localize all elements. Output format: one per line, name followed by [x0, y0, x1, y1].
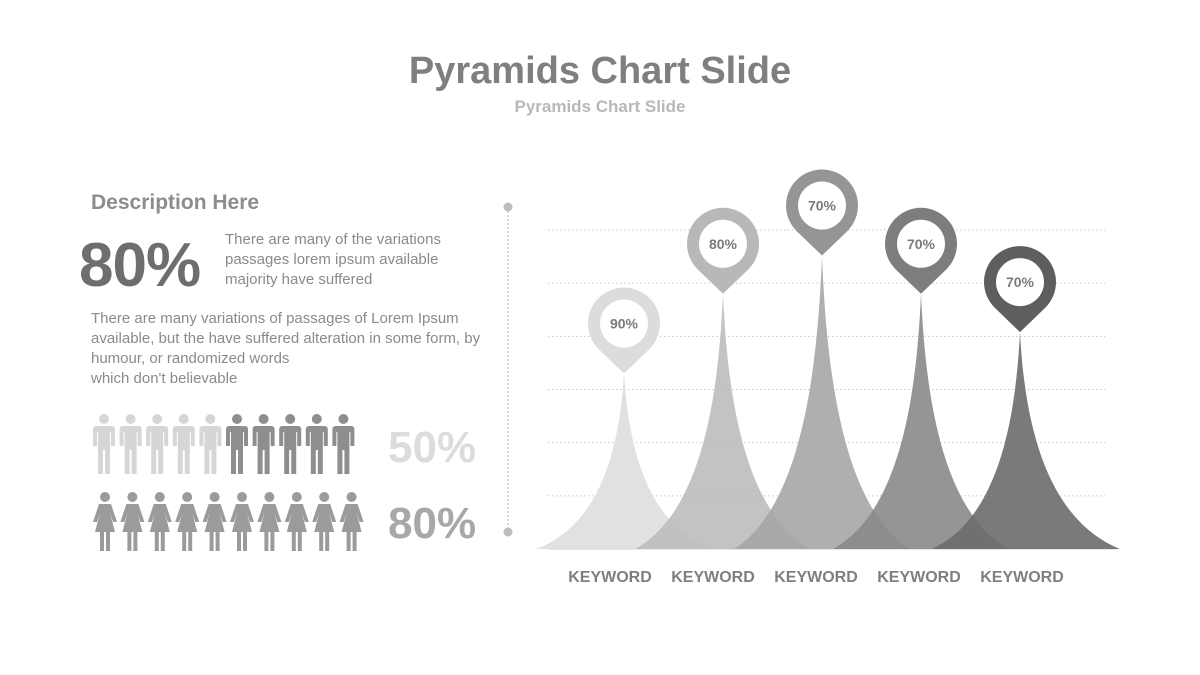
description-paragraph-1: There are many of the variations passage…: [225, 231, 441, 288]
value-marker: 70%: [884, 207, 957, 294]
category-label: KEYWORD: [877, 569, 961, 586]
description-paragraph-2: There are many variations of passages of…: [91, 310, 481, 387]
value-marker: 90%: [587, 287, 660, 374]
woman-icon: [339, 492, 364, 551]
woman-icon: [312, 492, 337, 551]
man-icon: [252, 414, 275, 474]
category-label: KEYWORD: [568, 569, 652, 586]
woman-icon: [230, 492, 254, 551]
woman-icon: [284, 492, 309, 551]
category-label: KEYWORD: [671, 569, 755, 586]
category-label: KEYWORD: [980, 569, 1064, 586]
pyramid-peak: [734, 255, 910, 549]
woman-icon: [120, 492, 145, 551]
pyramid-peak: [635, 293, 811, 549]
women-icon-row: [93, 492, 364, 551]
data-label: 80%: [709, 236, 738, 252]
pin-center: [897, 219, 945, 268]
pyramid-peak: [932, 332, 1120, 549]
divider-dot: [503, 202, 513, 212]
woman-icon: [147, 492, 172, 551]
pyramid-peak: [833, 293, 1009, 549]
big-percentage: 80%: [79, 231, 201, 300]
data-label: 70%: [808, 198, 837, 214]
data-label: 90%: [610, 316, 639, 332]
woman-icon: [257, 492, 282, 551]
slide-title: Pyramids Chart Slide: [408, 50, 792, 92]
pin-center: [996, 258, 1044, 307]
value-marker: 80%: [686, 207, 759, 294]
men-percentage: 50%: [388, 423, 477, 472]
value-marker: 70%: [785, 169, 858, 256]
man-icon: [146, 414, 169, 474]
man-icon: [199, 414, 222, 474]
slide-subtitle: Pyramids Chart Slide: [514, 97, 686, 116]
category-label: KEYWORD: [774, 569, 858, 586]
value-marker: 70%: [983, 246, 1056, 333]
men-icon-row: [93, 414, 355, 474]
man-icon: [119, 414, 142, 474]
pyramid-peak: [536, 373, 712, 549]
man-icon: [172, 414, 195, 474]
data-label: 70%: [1006, 274, 1035, 290]
women-percentage: 80%: [388, 499, 477, 548]
description-heading: Description Here: [91, 191, 260, 214]
woman-icon: [175, 492, 200, 551]
man-icon: [93, 414, 115, 474]
woman-icon: [93, 492, 117, 551]
man-icon: [305, 414, 328, 474]
pin-center: [798, 181, 846, 230]
divider-dot: [503, 527, 513, 537]
woman-icon: [202, 492, 227, 551]
pin-center: [600, 299, 648, 348]
pin-center: [699, 219, 747, 268]
data-label: 70%: [907, 236, 936, 252]
man-icon: [332, 414, 355, 474]
man-icon: [226, 414, 248, 474]
man-icon: [279, 414, 302, 474]
